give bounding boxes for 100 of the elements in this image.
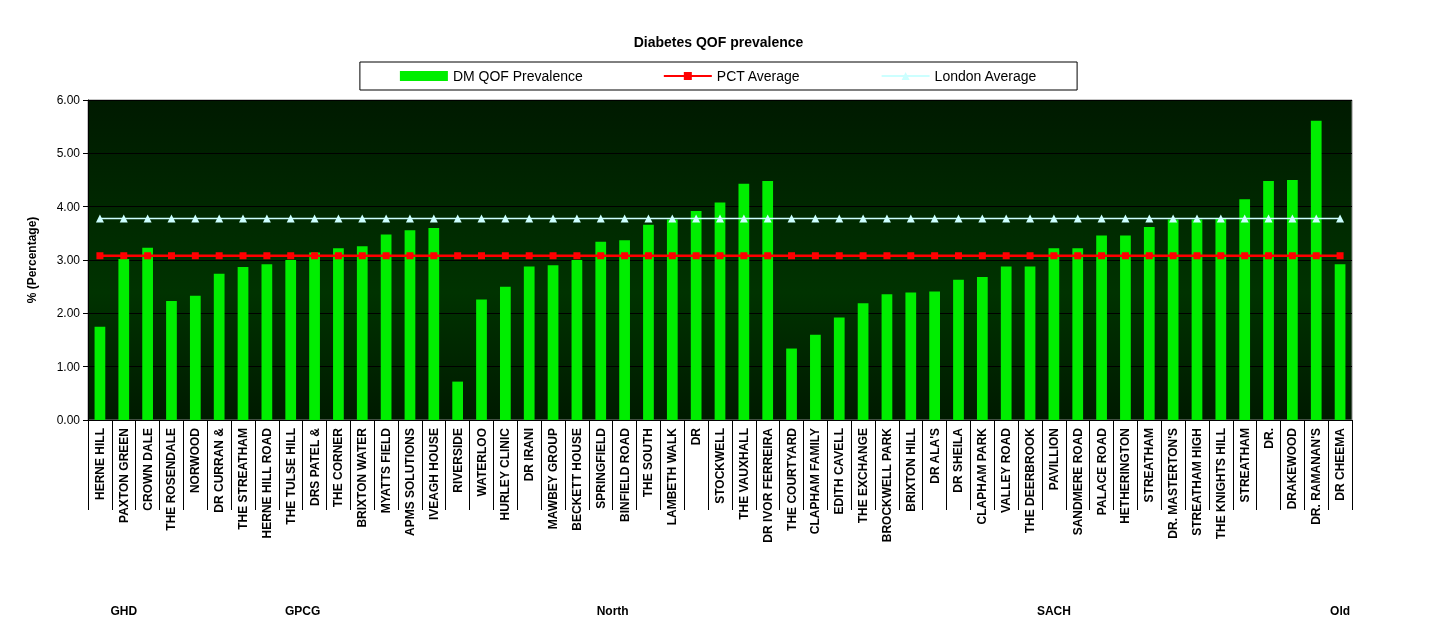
bar (595, 241, 607, 420)
bar (976, 277, 988, 420)
y-tick-label: 2.00 (56, 306, 81, 321)
bar (118, 258, 130, 420)
x-tick-label: THE TULSE HILL (283, 428, 298, 525)
y-tick-label: 5.00 (56, 146, 81, 161)
x-tick-label: MAWBEY GROUP (546, 428, 561, 530)
x-tick-label: STREATHAM (1237, 428, 1252, 503)
bar (452, 381, 464, 420)
x-tick-label: CLAPHAM FAMILY (808, 428, 823, 535)
x-tick-label: DRAKEWOOD (1285, 427, 1300, 510)
bar (428, 228, 440, 420)
y-axis-title: % (Percentage) (25, 216, 39, 304)
x-tick-label: IVEAGH HOUSE (426, 428, 441, 521)
bar (94, 326, 106, 420)
x-tick-label: THE VAUXHALL (736, 428, 751, 520)
bar (166, 301, 177, 420)
x-tick-label: DR SHEILA (951, 427, 966, 493)
x-tick-label: THE KNIGHTS HILL (1213, 428, 1228, 540)
x-tick-label: BRIXTON WATER (355, 427, 370, 528)
x-tick-label: CLAPHAM PARK (975, 427, 990, 525)
x-tick-label: HETHERINGTON (1118, 428, 1133, 524)
bar (333, 248, 344, 420)
x-tick-label: APMS SOLUTIONS (402, 428, 417, 537)
bar (833, 317, 845, 420)
bar (285, 260, 297, 420)
bar (356, 246, 368, 420)
bar (1096, 235, 1107, 420)
bar (547, 265, 559, 420)
bar (1239, 199, 1251, 420)
x-tick-label: STOCKWELL (713, 428, 727, 504)
bar (476, 299, 487, 420)
bar (189, 295, 201, 420)
bar (1191, 219, 1203, 420)
chart-title: Diabetes QOF prevalence (633, 34, 804, 50)
bar (1120, 235, 1131, 420)
text: Old (1330, 604, 1351, 618)
x-tick-label: SANDMERE ROAD (1070, 427, 1085, 536)
bar (666, 219, 678, 420)
bar (1072, 248, 1084, 420)
y-tick-label: 6.00 (56, 93, 81, 107)
text: GPCG (284, 604, 321, 618)
bar (929, 291, 941, 420)
x-tick-label: DR. RAMANAN'S (1309, 428, 1324, 525)
bar (905, 292, 917, 420)
x-tick-label: DR (689, 427, 704, 446)
text: North (596, 604, 629, 618)
bar (1334, 264, 1346, 420)
x-tick-label: LAMBETH WALK (665, 427, 680, 526)
x-tick-label: SPRINGFIELD (593, 427, 608, 509)
x-tick-label: HERNE HILL ROAD (259, 427, 274, 539)
x-tick-label: BRIXTON HILL (903, 428, 918, 512)
bar (380, 234, 392, 420)
bar (142, 247, 153, 420)
bar (1024, 266, 1036, 420)
bar (261, 264, 273, 420)
bar (571, 260, 583, 420)
bar (1143, 226, 1155, 420)
bar (1263, 181, 1274, 420)
bar (1048, 248, 1060, 420)
bar (810, 334, 821, 420)
bar (643, 224, 654, 420)
x-tick-label: THE CORNER (331, 427, 346, 508)
x-tick-label: THE STREATHAM (236, 428, 251, 530)
x-tick-label: PAXTON GREEN (116, 428, 131, 523)
text: GHD (110, 604, 138, 618)
x-tick-label: THE COURTYARD (784, 427, 799, 531)
y-tick-label: 3.00 (56, 253, 81, 267)
bar (738, 183, 750, 420)
bar (953, 279, 964, 420)
bar (1000, 266, 1012, 420)
x-tick-label: PALACE ROAD (1094, 427, 1109, 516)
bar (1310, 120, 1322, 420)
bar (762, 181, 774, 420)
x-tick-label: CROWN DALE (140, 428, 155, 511)
x-tick-label: HURLEY CLINIC (498, 427, 513, 521)
x-tick-label: DR. MASTERTON'S (1166, 428, 1181, 539)
bar (1287, 180, 1298, 420)
x-tick-label: RIVERSIDE (450, 428, 465, 493)
x-tick-label: STREATHAM (1142, 428, 1157, 503)
bar (213, 273, 225, 420)
x-tick-label: DR. (1261, 428, 1276, 449)
bar (499, 286, 511, 420)
x-tick-label: THE DEERBROOK (1023, 427, 1038, 534)
bar (309, 252, 320, 420)
bar (881, 294, 893, 420)
y-tick-label: 1.00 (56, 359, 81, 374)
legend-label: London Average (934, 68, 1037, 84)
x-tick-label: DR CHEEMA (1333, 427, 1348, 501)
bar (404, 230, 416, 420)
x-tick-label: DRS PATEL & (307, 427, 322, 507)
bar (786, 348, 797, 420)
bar (714, 202, 726, 420)
x-tick-label: BECKETT HOUSE (569, 428, 584, 531)
bar (619, 240, 630, 420)
x-tick-label: BINFIELD ROAD (617, 427, 632, 522)
bar (857, 303, 869, 420)
x-tick-label: PAVILLION (1046, 428, 1061, 491)
text: SACH (1036, 604, 1071, 618)
x-tick-label: VALLEY ROAD (999, 427, 1014, 513)
